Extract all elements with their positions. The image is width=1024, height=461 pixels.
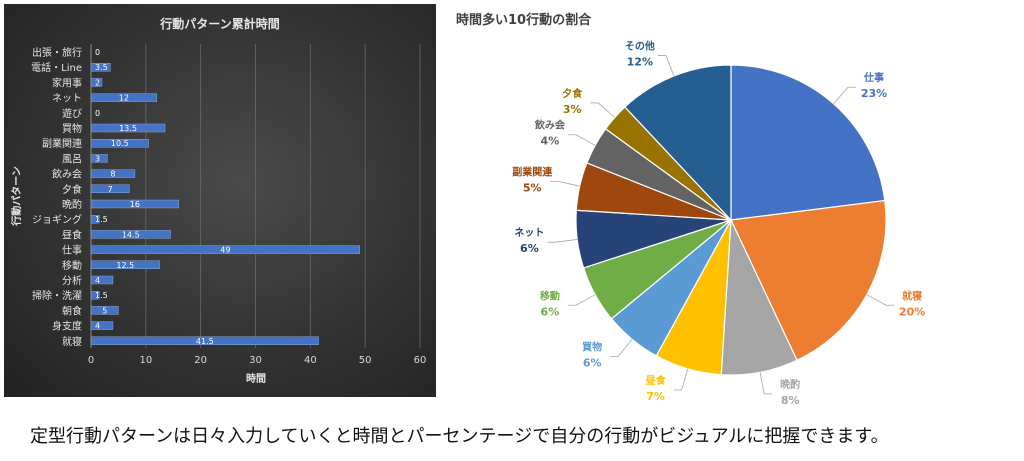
pie-slice-percent: 7% — [646, 390, 665, 403]
pie-slice-percent: 8% — [781, 394, 800, 405]
bar-value-label: 1.5 — [95, 215, 108, 224]
pie-leader-line — [590, 102, 615, 118]
bar-value-label: 5 — [102, 306, 107, 315]
pie-slice-label: 仕事 — [863, 71, 884, 84]
bar-category-label: 飲み会 — [52, 168, 82, 181]
pie-slice-label: その他 — [625, 39, 655, 52]
pie-leader-line — [673, 368, 689, 391]
pie-slice-percent: 6% — [520, 242, 539, 255]
bar-category-label: 掃除・洗濯 — [32, 289, 82, 302]
pie-slice-label: 晩酌 — [780, 378, 800, 391]
pie-slice-label: 移動 — [540, 289, 560, 302]
bar-x-axis-label: 時間 — [246, 372, 266, 385]
bar-value-label: 2 — [95, 78, 100, 87]
bar-x-tick-label: 30 — [249, 355, 262, 366]
bar-category-label: 電話・Line — [31, 61, 82, 74]
pie-leader-line — [833, 86, 857, 104]
bar-value-label: 1.5 — [95, 291, 108, 300]
pie-slice-percent: 4% — [541, 135, 560, 148]
pie-slice-percent: 6% — [541, 305, 560, 318]
bar-category-label: 朝食 — [62, 304, 82, 317]
bar-category-label: 身支度 — [52, 320, 82, 333]
pie-slice-percent: 6% — [583, 356, 602, 369]
bar-x-tick-label: 60 — [414, 355, 427, 366]
bar-value-label: 10.5 — [111, 139, 129, 148]
bar-category-label: ネット — [52, 93, 82, 105]
bar-x-tick-label: 40 — [304, 355, 317, 366]
bar-value-label: 13.5 — [119, 124, 137, 133]
pie-slice-percent: 20% — [899, 305, 925, 318]
bar-value-label: 3 — [95, 154, 100, 163]
bar-category-label: 晩酌 — [62, 198, 82, 211]
bar-category-label: ジョギング — [32, 213, 82, 226]
pie-slice-label: 副業関連 — [512, 165, 553, 178]
bar-value-label: 4 — [95, 276, 100, 285]
pie-leader-line — [866, 294, 895, 306]
bar-x-tick-label: 0 — [88, 355, 94, 366]
bar-value-label: 0 — [95, 48, 100, 57]
bar-value-label: 3.5 — [95, 63, 108, 72]
bar-category-label: 副業関連 — [42, 137, 82, 150]
pie-chart-title: 時間多い10行動の割合 — [456, 12, 592, 28]
pie-slice-label: 昼食 — [646, 374, 667, 387]
pie-slice-percent: 3% — [563, 103, 582, 116]
bar-category-label: 風呂 — [62, 153, 82, 165]
bar-value-label: 41.5 — [196, 337, 214, 346]
bar-value-label: 0 — [95, 109, 100, 118]
bar-value-label: 49 — [220, 246, 230, 255]
bar-value-label: 12.5 — [116, 261, 134, 270]
bar-value-label: 8 — [110, 170, 115, 179]
bar-category-label: 昼食 — [62, 228, 82, 241]
bar-y-axis-label: 行動パターン — [10, 166, 23, 227]
pie-leader-line — [610, 339, 633, 357]
bar-value-label: 12 — [119, 94, 129, 103]
pie-leader-line — [759, 372, 773, 395]
caption-text: 定型行動パターンは日々入力していくと時間とパーセンテージで自分の行動がビジュアル… — [30, 426, 889, 447]
pie-slice-label: 就寝 — [902, 289, 922, 302]
bar-x-tick-label: 50 — [359, 355, 372, 366]
pie-chart-panel: 時間多い10行動の割合仕事 23% 就寝 20% 晩酌 8% 昼食 7% 買物 6% 移動 6% ネット… — [440, 0, 1024, 405]
bar-x-tick-label: 10 — [139, 355, 152, 366]
pie-leader-line — [567, 294, 596, 306]
bar-category-label: 移動 — [62, 259, 82, 272]
pie-slice-label: 買物 — [582, 340, 602, 353]
bar-category-label: 遊び — [62, 107, 82, 120]
pie-slice-percent: 23% — [861, 87, 887, 100]
bar-chart-title: 行動パターン累計時間 — [159, 16, 279, 31]
pie-slice-label: ネット — [514, 227, 544, 239]
pie-slice-percent: 5% — [523, 181, 542, 194]
bar-category-label: 分析 — [62, 274, 82, 287]
bar-chart-panel: 行動パターン累計時間 0 10 20 30 40 50 60 時間 行動パターン 出張・旅行 0 電話・… — [4, 4, 436, 397]
pie-leader-line — [657, 55, 675, 77]
bar-value-label: 14.5 — [122, 230, 140, 239]
bar-category-label: 家用事 — [52, 76, 82, 89]
pie-slice-label: 夕食 — [562, 87, 583, 100]
pie-slice-label: 飲み会 — [534, 119, 565, 132]
bar-value-label: 4 — [95, 322, 100, 331]
bar-category-label: 出張・旅行 — [32, 46, 82, 59]
bar-x-tick-label: 20 — [194, 355, 207, 366]
bar-value-label: 7 — [108, 185, 113, 194]
bar-category-label: 就寝 — [62, 335, 82, 348]
pie-slice-percent: 12% — [627, 55, 653, 68]
bar-category-label: 買物 — [62, 122, 82, 135]
bar-value-label: 16 — [130, 200, 140, 209]
pie-slice — [730, 199, 887, 362]
bar-category-label: 仕事 — [62, 244, 82, 257]
pie-leader-line — [567, 134, 596, 146]
pie-leader-line — [547, 239, 578, 243]
pie-leader-line — [550, 180, 580, 187]
bar-category-label: 夕食 — [62, 183, 82, 196]
